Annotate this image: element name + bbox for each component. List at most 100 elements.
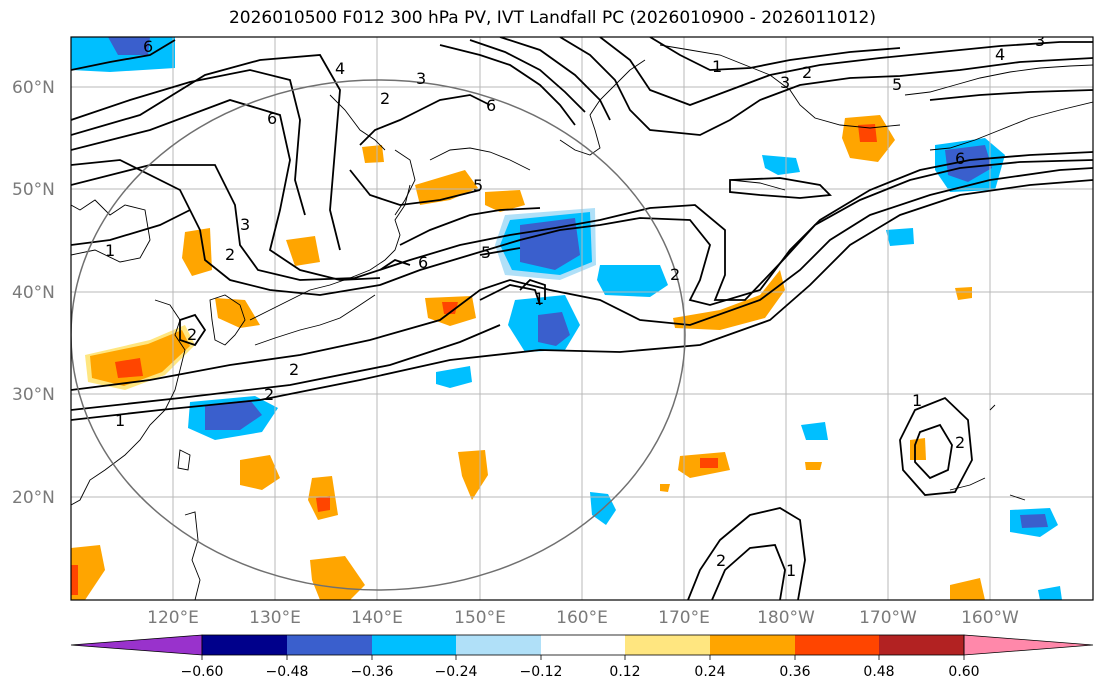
map-frame bbox=[70, 36, 1094, 601]
contour-label: 5 bbox=[892, 75, 902, 94]
contour-label: 2 bbox=[289, 360, 299, 379]
lon-label: 160°W bbox=[961, 608, 1019, 628]
colorbar-seg-5 bbox=[541, 635, 625, 655]
lon-label: 180°W bbox=[757, 608, 815, 628]
colorbar-tick: 0.48 bbox=[863, 664, 894, 680]
colorbar-seg-8 bbox=[795, 635, 879, 655]
contour-label: 3 bbox=[240, 215, 250, 234]
neg-blob-small-2 bbox=[762, 155, 800, 175]
contour-label: 2 bbox=[187, 325, 197, 344]
pos-blob-bering-core bbox=[858, 124, 877, 142]
contour-label: 5 bbox=[481, 243, 491, 262]
gridlines bbox=[71, 37, 1093, 600]
contour-label: 2 bbox=[955, 433, 965, 452]
contour-label: 6 bbox=[955, 149, 965, 168]
lat-label: 50°N bbox=[12, 180, 55, 200]
lat-label: 20°N bbox=[12, 488, 55, 508]
colorbar: −0.60 −0.48 −0.36 −0.24 −0.12 0.12 0.24 … bbox=[70, 634, 1094, 680]
pos-blob-sw-corner bbox=[71, 545, 105, 600]
lon-label: 130°E bbox=[249, 608, 301, 628]
neg-blob-central-south-core bbox=[538, 312, 570, 346]
pos-blob-hawaii-ring bbox=[910, 438, 926, 460]
colorbar-tick: 0.36 bbox=[779, 664, 810, 680]
contour-label: 5 bbox=[473, 176, 483, 195]
lat-label: 40°N bbox=[12, 283, 55, 303]
lon-axis-labels: 120°E 130°E 140°E 150°E 160°E 170°E 180°… bbox=[147, 608, 1019, 628]
contour-label: 4 bbox=[995, 45, 1005, 64]
colorbar-tick: 0.24 bbox=[694, 664, 725, 680]
colorbar-tick: −0.48 bbox=[266, 664, 309, 680]
pos-blob-east-arc bbox=[673, 270, 785, 330]
colorbar-tick: −0.24 bbox=[435, 664, 478, 680]
contour-label: 4 bbox=[335, 59, 345, 78]
lon-label: 120°E bbox=[147, 608, 199, 628]
pos-blob-sw-corner-core bbox=[71, 565, 78, 595]
pos-blob-small-8 bbox=[660, 484, 670, 492]
lon-label: 170°W bbox=[859, 608, 917, 628]
coastlines bbox=[71, 44, 1093, 600]
map-title: 2026010500 F012 300 hPa PV, IVT Landfall… bbox=[228, 8, 876, 28]
colorbar-seg-6 bbox=[625, 635, 710, 655]
colorbar-seg-7 bbox=[710, 635, 795, 655]
contour-label: 6 bbox=[418, 253, 428, 272]
lat-label: 30°N bbox=[12, 385, 55, 405]
lon-label: 150°E bbox=[454, 608, 506, 628]
lon-label: 170°E bbox=[658, 608, 710, 628]
colorbar-tick: −0.60 bbox=[181, 664, 224, 680]
pos-blob-mid-core bbox=[442, 302, 458, 314]
neg-blob-small-7 bbox=[1038, 586, 1062, 600]
contour-label: 2 bbox=[225, 245, 235, 264]
neg-blob-small-1 bbox=[436, 366, 472, 388]
pos-blob-south-1 bbox=[240, 455, 280, 490]
pos-blob-kuril bbox=[485, 190, 525, 212]
pos-blob-japan-n bbox=[286, 236, 320, 266]
lon-label: 140°E bbox=[351, 608, 403, 628]
contour-label: 1 bbox=[105, 241, 115, 260]
pos-blob-small-east bbox=[955, 287, 972, 300]
contour-label: 6 bbox=[143, 37, 153, 56]
colorbar-seg-0 bbox=[70, 634, 203, 656]
contour-label: 2 bbox=[716, 551, 726, 570]
neg-blob-aleutian-core bbox=[945, 145, 992, 182]
neg-blob-west-core bbox=[205, 400, 262, 430]
contour-label: 1 bbox=[912, 391, 922, 410]
contour-label: 1 bbox=[115, 411, 125, 430]
pos-blob-west-core bbox=[115, 358, 143, 378]
contour-label: 2 bbox=[670, 265, 680, 284]
neg-blob-small-3 bbox=[886, 228, 914, 246]
neg-blob-east-mid bbox=[597, 265, 668, 297]
colorbar-tick: −0.36 bbox=[351, 664, 394, 680]
colorbar-seg-10 bbox=[963, 634, 1094, 656]
contour-label: 2 bbox=[380, 89, 390, 108]
neg-blob-small-5-core bbox=[1020, 514, 1048, 528]
lat-label: 60°N bbox=[12, 78, 55, 98]
pv-contours bbox=[71, 37, 1093, 600]
pos-blob-south-2-core bbox=[316, 496, 330, 512]
contour-label: 6 bbox=[267, 109, 277, 128]
neg-blob-nw-core bbox=[108, 37, 150, 55]
colorbar-seg-3 bbox=[372, 635, 456, 655]
colorbar-tick: 0.60 bbox=[948, 664, 979, 680]
pos-blob-south-4-core bbox=[700, 458, 718, 468]
contour-label: 3 bbox=[780, 73, 790, 92]
contour-label: 2 bbox=[802, 63, 812, 82]
contour-labels: 6 5 3 2 1 4 3 4 3 5 2 1 3 2 6 6 5 6 2 1 … bbox=[105, 31, 1045, 580]
pos-blob-sakhalin bbox=[415, 170, 478, 205]
colorbar-seg-4 bbox=[456, 635, 541, 655]
lat-axis-labels: 60°N 50°N 40°N 30°N 20°N bbox=[12, 78, 55, 508]
colorbar-seg-1 bbox=[202, 635, 287, 655]
colorbar-seg-9 bbox=[879, 635, 964, 655]
contour-label: 1 bbox=[786, 561, 796, 580]
pos-blob-okhotsk bbox=[362, 145, 384, 163]
contour-label: 3 bbox=[1035, 31, 1045, 50]
lon-label: 160°E bbox=[556, 608, 608, 628]
range-circle bbox=[71, 79, 686, 591]
colorbar-seg-2 bbox=[287, 635, 372, 655]
contour-label: 1 bbox=[712, 57, 722, 76]
pos-blob-korea bbox=[215, 298, 260, 328]
colorbar-outline bbox=[201, 634, 965, 656]
pos-blob-china bbox=[182, 228, 212, 276]
neg-blob-small-6 bbox=[801, 422, 828, 440]
shading-layer bbox=[71, 37, 1062, 600]
